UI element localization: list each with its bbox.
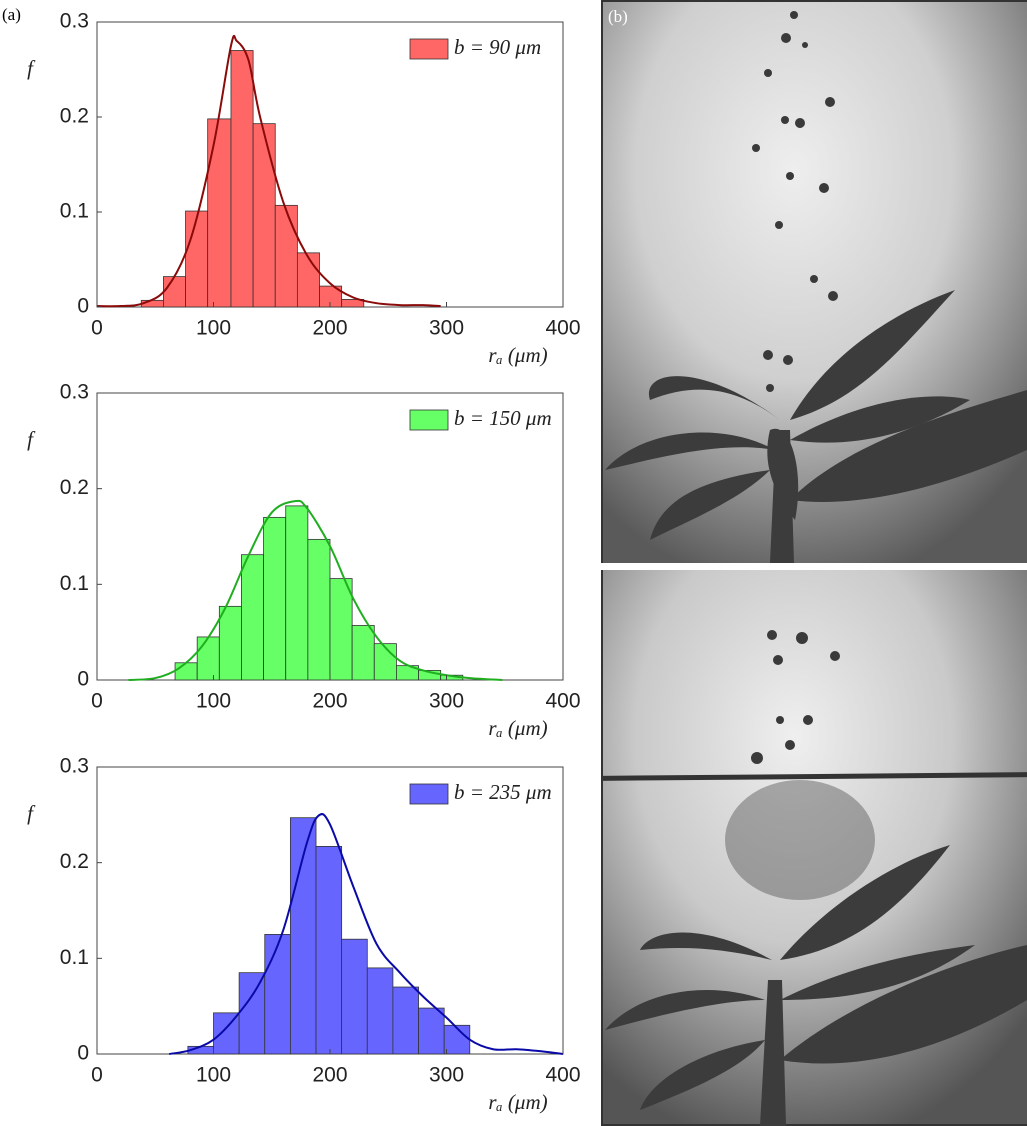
legend-label: b = 90 μm xyxy=(454,35,541,59)
y-tick-label: 0.3 xyxy=(60,755,89,778)
histogram-bar xyxy=(263,516,287,681)
x-axis-label: rₐ (μm) xyxy=(488,1090,547,1114)
histogram-bar xyxy=(392,986,419,1055)
y-axis-label: f xyxy=(27,56,36,80)
y-tick-label: 0.1 xyxy=(60,946,89,969)
x-tick-label: 200 xyxy=(312,317,347,340)
density-curve xyxy=(128,499,503,681)
histogram-bar xyxy=(207,118,232,308)
histogram-bar xyxy=(319,285,343,308)
legend-swatch xyxy=(409,783,449,805)
legend-swatch xyxy=(409,409,449,431)
x-tick-label: 400 xyxy=(545,690,580,713)
photo-panel: (b) xyxy=(600,0,1027,1126)
histogram-bar xyxy=(185,210,209,308)
histogram-bar xyxy=(341,298,365,308)
density-curve xyxy=(96,34,441,308)
sheet-edge xyxy=(600,772,1027,781)
histogram-bar xyxy=(163,276,186,308)
histogram-bar xyxy=(252,123,276,308)
histogram-bar xyxy=(443,1024,471,1055)
x-tick-label: 0 xyxy=(91,317,103,340)
x-tick-label: 100 xyxy=(196,317,231,340)
bubbles-top xyxy=(752,11,838,392)
histogram-bar xyxy=(264,934,291,1055)
histogram-bar xyxy=(174,662,198,681)
plot-area xyxy=(96,21,564,308)
plant-top xyxy=(605,290,1027,563)
histogram-bar xyxy=(351,625,375,681)
histogram-bar xyxy=(296,252,320,308)
x-axis-label: rₐ (μm) xyxy=(488,343,547,367)
panel-label: (a) xyxy=(2,5,21,24)
legend-swatch xyxy=(409,38,449,60)
x-tick-label: 100 xyxy=(196,1064,231,1087)
y-tick-label: 0.2 xyxy=(60,105,89,128)
x-tick-label: 400 xyxy=(545,1064,580,1087)
histogram-panel: b = 150 μm 0 0.1 0.2 0.3 0 100 200 300 400 f rₐ (μm… xyxy=(27,381,580,740)
histogram-bar xyxy=(418,1007,445,1055)
legend-label: b = 235 μm xyxy=(454,780,552,804)
y-tick-label: 0 xyxy=(77,295,89,318)
spray-cloud xyxy=(725,780,875,900)
x-tick-label: 0 xyxy=(91,690,103,713)
y-tick-label: 0.2 xyxy=(60,850,89,873)
x-tick-label: 300 xyxy=(429,690,464,713)
x-tick-label: 300 xyxy=(429,1064,464,1087)
histogram-bar xyxy=(329,578,353,681)
histogram-bar xyxy=(307,538,331,681)
y-tick-label: 0.1 xyxy=(60,572,89,595)
x-tick-label: 100 xyxy=(196,690,231,713)
panel-label: (b) xyxy=(608,7,628,26)
histogram-bar xyxy=(238,972,266,1055)
histogram-bar xyxy=(373,643,397,681)
x-tick-label: 0 xyxy=(91,1064,103,1087)
x-tick-label: 400 xyxy=(545,317,580,340)
y-tick-label: 0.2 xyxy=(60,476,89,499)
histogram-bar xyxy=(230,50,254,308)
x-axis-label: rₐ (μm) xyxy=(488,716,547,740)
y-tick-label: 0 xyxy=(77,1042,89,1065)
plant-bottom xyxy=(605,845,1027,1126)
y-tick-label: 0.3 xyxy=(60,10,89,33)
histogram-bar xyxy=(274,204,298,308)
bubbles-bottom xyxy=(751,630,840,764)
histogram-bar xyxy=(341,938,368,1055)
x-tick-label: 200 xyxy=(312,1064,347,1087)
histogram-panel: b = 235 μm 0 0.1 0.2 0.3 0 100 200 300 400 f rₐ (μm… xyxy=(27,755,580,1114)
y-tick-label: 0 xyxy=(77,668,89,691)
histogram-panel: b = 90 μm 0 0.1 0.2 0.3 0 100 200 300 400 f rₐ (μm) xyxy=(27,10,580,367)
histogram-bar xyxy=(366,967,394,1055)
x-tick-label: 200 xyxy=(312,690,347,713)
density-curve xyxy=(169,813,564,1055)
histogram-bar xyxy=(285,505,309,681)
y-axis-label: f xyxy=(27,801,36,825)
x-tick-label: 300 xyxy=(429,317,464,340)
y-axis-label: f xyxy=(27,427,36,451)
histogram-bar xyxy=(218,605,242,681)
histogram-bar xyxy=(196,636,220,681)
histogram-bar xyxy=(315,846,343,1055)
y-tick-label: 0.1 xyxy=(60,200,89,223)
legend-label: b = 150 μm xyxy=(454,406,552,430)
divider xyxy=(601,563,1027,570)
histogram-bar xyxy=(241,554,264,681)
y-tick-label: 0.3 xyxy=(60,381,89,404)
